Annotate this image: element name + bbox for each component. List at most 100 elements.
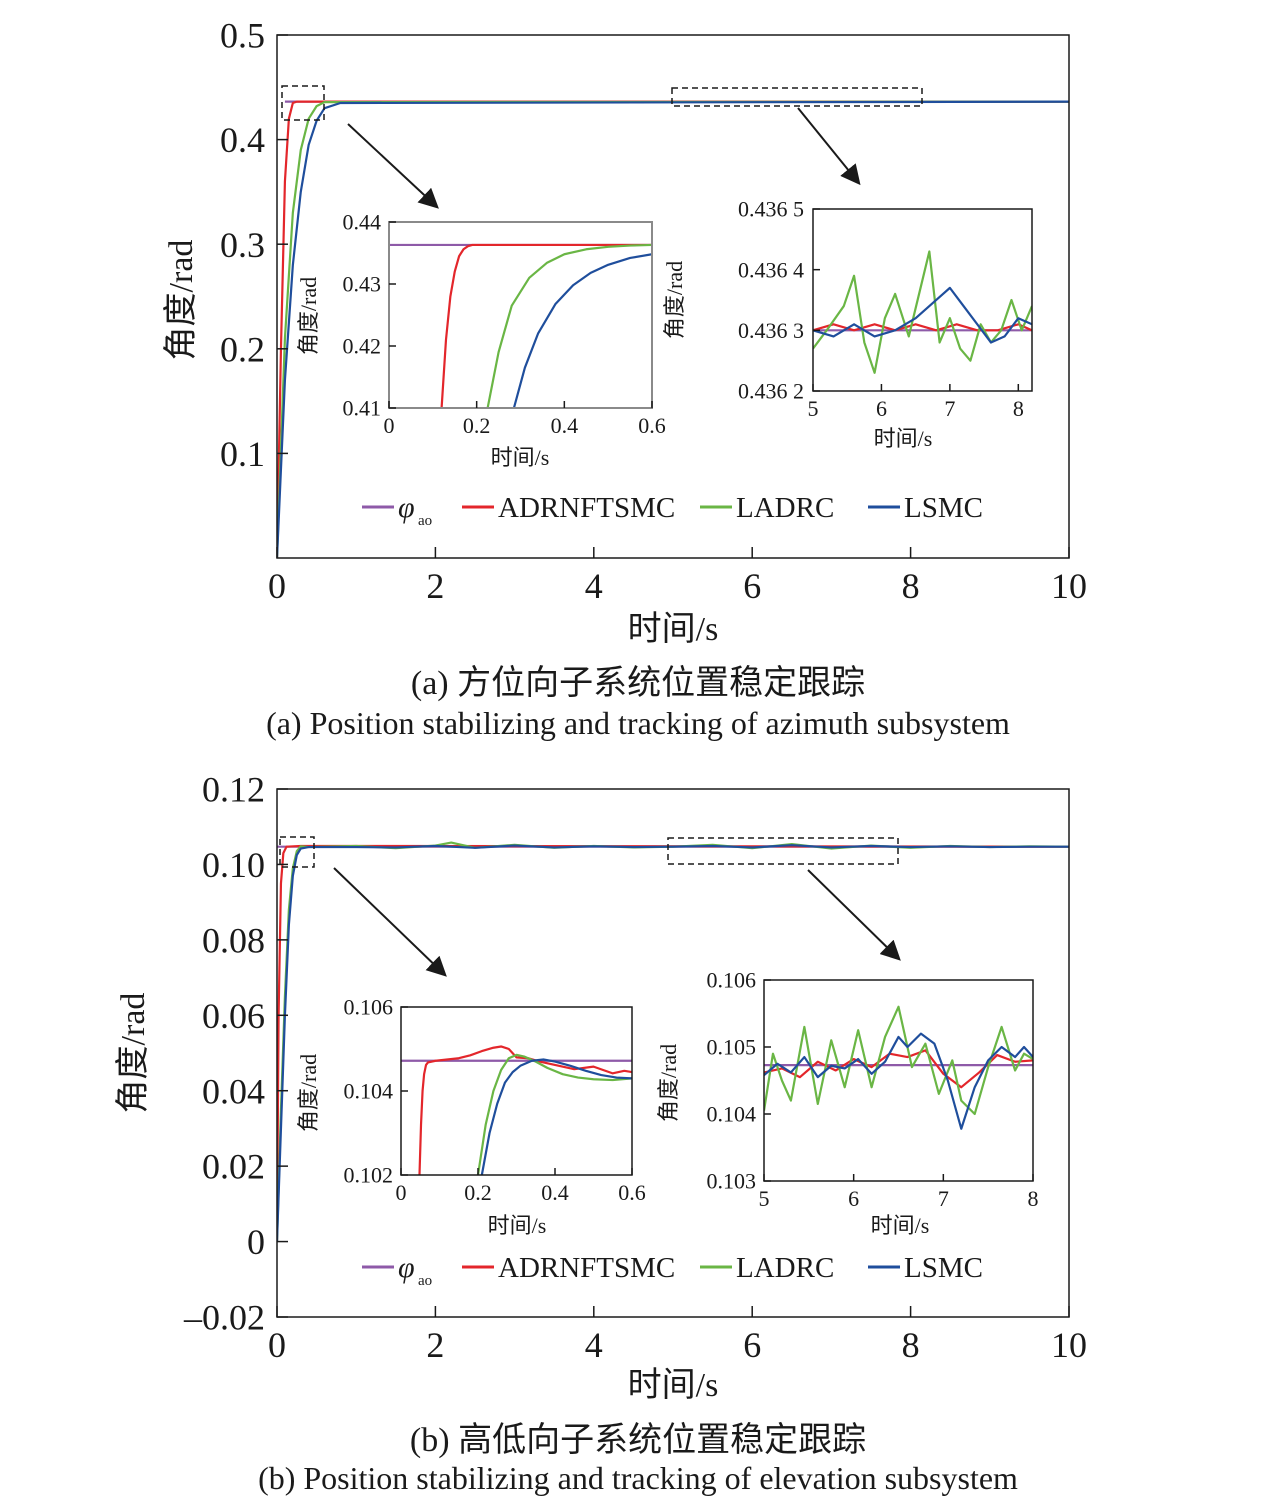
zoom-arrow-b-2	[807, 869, 901, 961]
series-line-LADRC	[277, 100, 1069, 558]
plot-frame	[276, 34, 1070, 559]
x-tick-label: 8	[902, 566, 920, 606]
y-tick-label: 0.103	[707, 1169, 757, 1194]
chart-a-main: 0 2 4 6 8 10 0.1 0.2 0.3 0.4 0.5 时间/s 角度/rad	[162, 16, 1087, 648]
caption-a-cn: (a) 方位向子系统位置稳定跟踪	[410, 665, 866, 702]
series-group	[813, 250, 1032, 374]
x-tick-label: 0.4	[551, 413, 579, 438]
legend-label-phi: φ	[398, 1251, 415, 1284]
y-tick-label: 0.10	[202, 845, 265, 885]
y-tick-label: 0.42	[343, 334, 382, 359]
x-tick-label: 6	[743, 1325, 761, 1365]
chart-b-inset2: 5 6 7 8 0.103 0.104 0.105 0.106 时间/s 角度/rad	[656, 968, 1039, 1238]
series-line-LADRC	[476, 1053, 632, 1175]
zoom-arrow-b-1	[333, 867, 447, 977]
y-tick-label: 0.106	[344, 995, 394, 1020]
x-axis-label: 时间/s	[628, 1367, 719, 1404]
plot-frame	[388, 221, 653, 409]
y-tick-label: 0.3	[220, 225, 265, 265]
x-tick-label: 8	[1028, 1186, 1039, 1211]
series-group	[389, 243, 652, 408]
y-tick-label: 0.43	[343, 272, 382, 297]
x-tick-label: 0.6	[618, 1180, 646, 1205]
legend-label-phi-sub: ao	[418, 513, 432, 529]
x-tick-label: 10	[1051, 1325, 1087, 1365]
x-tick-label: 6	[743, 566, 761, 606]
chart-a-inset2: 5 6 7 8 0.436 2 0.436 3 0.436 4 0.436 5 时间/s 角度/r…	[662, 197, 1033, 451]
y-tick-label: 0.104	[344, 1079, 394, 1104]
y-tick-label: 0	[247, 1222, 265, 1262]
legend-label-phi-sub: ao	[418, 1273, 432, 1289]
y-tick-label: 0.4	[220, 120, 265, 160]
chart-a-inset1: 0 0.2 0.4 0.6 0.41 0.42 0.43 0.44 时间/s 角度/rad	[296, 210, 666, 470]
x-axis-label: 时间/s	[491, 445, 550, 470]
series-line-LADRC	[486, 243, 652, 408]
y-tick-label: 0.44	[343, 210, 382, 235]
x-axis-label: 时间/s	[871, 1213, 930, 1238]
series-group	[401, 1045, 632, 1175]
y-tick-label: 0.06	[202, 996, 265, 1036]
legend-label-ADRNFTSMC: ADRNFTSMC	[498, 1252, 675, 1284]
caption-b-cn: (b) 高低向子系统位置稳定跟踪	[409, 1422, 867, 1459]
x-tick-label: 8	[902, 1325, 920, 1365]
y-axis-label: 角度/rad	[662, 261, 687, 339]
caption-a-en: (a) Position stabilizing and tracking of…	[266, 705, 1010, 741]
y-tick-label: 0.5	[220, 16, 265, 56]
chart-b-main: 0 2 4 6 8 10–0.0200.020.040.060.080.100.12时间/…	[114, 770, 1087, 1404]
y-tick-label: 0.1	[220, 434, 265, 474]
x-tick-label: 5	[808, 396, 819, 421]
x-tick-label: 10	[1051, 566, 1087, 606]
series-line-LADRC	[764, 1005, 1033, 1116]
x-tick-label: 0.2	[463, 413, 491, 438]
y-tick-label: 0.102	[344, 1163, 394, 1188]
series-line-LSMC	[813, 286, 1032, 344]
x-tick-label: 4	[585, 566, 603, 606]
x-tick-label: 2	[426, 566, 444, 606]
y-tick-label: 0.104	[707, 1102, 757, 1127]
x-tick-label: 0	[396, 1180, 407, 1205]
y-axis-label: 角度/rad	[162, 240, 200, 361]
legend-a: φ ao ADRNFTSMC LADRC LSMC	[362, 491, 983, 529]
legend-b: φ ao ADRNFTSMC LADRC LSMC	[362, 1251, 983, 1289]
zoom-box-a-2	[671, 87, 923, 107]
legend-label-LADRC: LADRC	[736, 492, 834, 524]
caption-b-en: (b) Position stabilizing and tracking of…	[258, 1460, 1018, 1496]
legend-label-LADRC: LADRC	[736, 1252, 834, 1284]
x-tick-label: 0.4	[541, 1180, 569, 1205]
y-tick-label: 0.04	[202, 1071, 265, 1111]
y-tick-label: 0.436 4	[738, 257, 804, 282]
plot-background	[401, 1007, 632, 1175]
series-line-LSMC	[512, 253, 652, 408]
series-line-LSMC	[480, 1058, 632, 1175]
series-line-ADRNFTSMC	[440, 243, 652, 408]
y-tick-label: 0.12	[202, 770, 265, 810]
legend-label-LSMC: LSMC	[904, 492, 983, 524]
series-line-ADRNFTSMC	[277, 100, 1069, 558]
x-tick-label: 6	[848, 1186, 859, 1211]
plot-frame	[763, 979, 1034, 1182]
x-tick-label: 0	[384, 413, 395, 438]
plot-background	[764, 980, 1033, 1181]
y-tick-label: –0.02	[183, 1298, 265, 1338]
series-group	[764, 1005, 1033, 1130]
x-tick-label: 7	[938, 1186, 949, 1211]
y-tick-label: 0.2	[220, 329, 265, 369]
y-tick-label: 0.436 3	[738, 318, 804, 343]
legend-label-ADRNFTSMC: ADRNFTSMC	[498, 492, 675, 524]
x-tick-label: 6	[876, 396, 887, 421]
x-tick-label: 4	[585, 1325, 603, 1365]
x-axis-label: 时间/s	[628, 611, 719, 648]
x-tick-label: 0	[268, 1325, 286, 1365]
zoom-arrow-a-1	[347, 123, 439, 209]
plot-background	[389, 222, 652, 408]
zoom-box-b-2	[667, 837, 899, 865]
series-line-LSMC	[764, 1032, 1033, 1130]
y-tick-label: 0.02	[202, 1147, 265, 1187]
series-line-LSMC	[277, 844, 1069, 1242]
zoom-box-a-1	[281, 85, 325, 121]
zoom-box-b-1	[279, 836, 315, 868]
y-axis-label: 角度/rad	[296, 1054, 321, 1132]
y-tick-label: 0.106	[707, 968, 757, 993]
x-tick-label: 2	[426, 1325, 444, 1365]
